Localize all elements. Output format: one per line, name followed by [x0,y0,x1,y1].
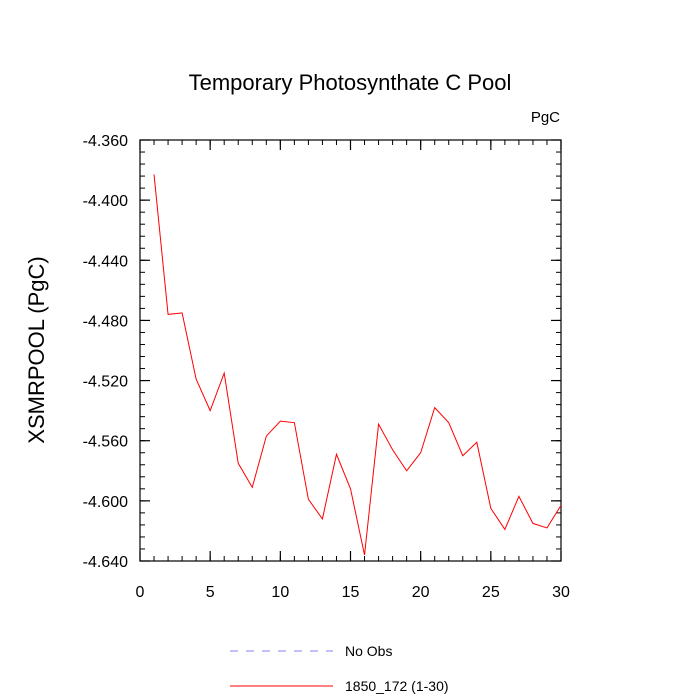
x-tick-label: 25 [482,584,500,601]
legend: No Obs 1850_172 (1-30) [230,643,449,694]
series-line [153,174,562,556]
x-tick-label: 10 [271,584,289,601]
x-axis: 0 5 10 15 20 25 30 [136,140,570,601]
plot-frame [139,139,562,562]
y-tick-label: -4.560 [83,434,128,451]
y-tick-label: -4.360 [83,133,128,150]
y-tick-label: -4.440 [83,253,128,270]
y-axis-label: XSMRPOOL (PgC) [24,256,49,443]
chart-title: Temporary Photosynthate C Pool [189,70,512,95]
series-layer [153,174,562,556]
y-axis: -4.360 -4.400 -4.440 -4.480 -4.520 -4.560 -4.6… [83,133,561,571]
x-tick-label: 0 [136,584,145,601]
x-tick-label: 20 [412,584,430,601]
legend-label: No Obs [345,643,392,659]
x-tick-label: 30 [552,584,570,601]
y-tick-label: -4.600 [83,494,128,511]
y-tick-label: -4.640 [83,554,128,571]
y-tick-label: -4.520 [83,374,128,391]
units-label: PgC [531,109,560,126]
x-tick-label: 5 [206,584,215,601]
legend-label: 1850_172 (1-30) [345,678,449,694]
x-tick-label: 15 [342,584,360,601]
y-tick-label: -4.480 [83,313,128,330]
y-tick-label: -4.400 [83,193,128,210]
